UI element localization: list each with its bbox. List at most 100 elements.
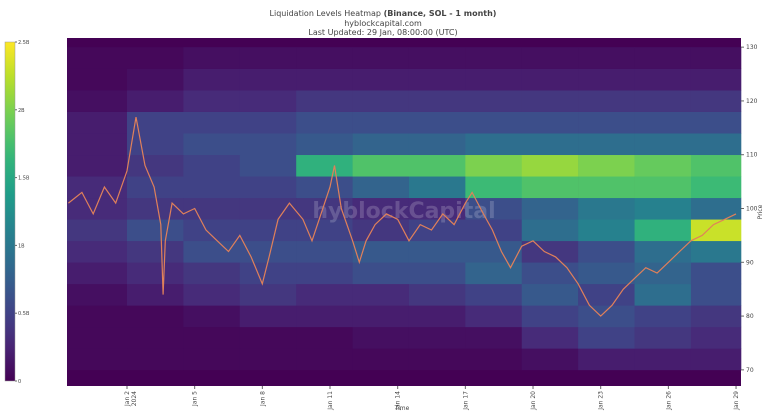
heatmap-cell [296, 133, 353, 156]
heatmap-cell [183, 133, 241, 156]
heatmap-cell [296, 348, 353, 371]
heatmap-cell [67, 283, 128, 306]
x-tick-label: Jan 23 [598, 391, 605, 411]
heatmap-cell [296, 326, 353, 349]
heatmap-cell [239, 240, 297, 263]
heatmap-cell [465, 154, 523, 177]
heatmap-cell [634, 133, 692, 156]
y-tick-label: 110 [746, 152, 758, 159]
heatmap-cell [352, 111, 410, 134]
heatmap-cell [239, 197, 297, 220]
heatmap-cell [239, 111, 297, 134]
heatmap-cell [634, 111, 692, 134]
x-tick-label: Jan 2 [124, 391, 131, 407]
colorbar-tick-label: 0 [18, 379, 21, 385]
heatmap-cell [67, 90, 128, 112]
heatmap-cell [690, 68, 742, 91]
heatmap-cell [67, 326, 128, 349]
heatmap-cell [408, 197, 466, 220]
y-tick-label: 70 [746, 367, 754, 374]
heatmap-cell [690, 219, 742, 242]
heatmap-cell [127, 326, 184, 349]
x-tick-label: Jan 17 [462, 391, 469, 411]
heatmap-cell [183, 197, 241, 220]
heatmap-cell [352, 90, 410, 112]
heatmap-cell [239, 219, 297, 242]
heatmap-cell [521, 176, 579, 199]
heatmap-cell [183, 326, 241, 349]
heatmap-cell [352, 283, 410, 306]
heatmap-cell [183, 283, 241, 306]
heatmap-cell [578, 348, 635, 371]
heatmap-cell [578, 197, 635, 220]
heatmap-cell [465, 133, 523, 156]
heatmap-cell [352, 262, 410, 285]
heatmap-cell [634, 90, 692, 112]
y-axis-label: Price [757, 204, 764, 219]
heatmap-cell [67, 154, 128, 177]
heatmap-cell [408, 154, 466, 177]
y-tick-label: 80 [746, 313, 754, 320]
heatmap-cell [183, 348, 241, 371]
heatmap-cell [352, 68, 410, 91]
heatmap-cell [239, 133, 297, 156]
heatmap-cell [465, 111, 523, 134]
colorbar-tick-label: 1.5B [18, 176, 30, 182]
heatmap-cell [465, 68, 523, 91]
heatmap-cell [183, 219, 241, 242]
heatmap-cell [690, 262, 742, 285]
heatmap-cell [67, 262, 128, 285]
heatmap-cell [127, 90, 184, 112]
heatmap-cell [239, 326, 297, 349]
heatmap-cell [465, 90, 523, 112]
heatmap-cell [296, 197, 353, 220]
heatmap-cell [578, 240, 635, 263]
heatmap-cell [408, 240, 466, 263]
x-axis-label: Time [394, 405, 410, 412]
heatmap-cell [690, 111, 742, 134]
heatmap-cell [239, 283, 297, 306]
x-tick-label: Jan 26 [665, 391, 672, 411]
heatmap-cell [634, 262, 692, 285]
heatmap-cell [690, 176, 742, 199]
heatmap-cell [127, 111, 184, 134]
title-text: Liquidation Levels Heatmap [270, 9, 384, 18]
heatmap-cell [296, 47, 353, 69]
heatmap-cell [521, 154, 579, 177]
heatmap-cell [521, 219, 579, 242]
heatmap-cell [352, 305, 410, 328]
heatmap-cell [127, 176, 184, 199]
heatmap-cell [578, 326, 635, 349]
heatmap-cell [408, 47, 466, 69]
colorbar-tick-label: 2B [18, 108, 25, 114]
heatmap-cell [296, 90, 353, 112]
heatmap-cell [296, 283, 353, 306]
heatmap-cell [183, 262, 241, 285]
heatmap-cell [690, 305, 742, 328]
heatmap-cell [408, 90, 466, 112]
updated: Last Updated: 29 Jan, 08:00:00 (UTC) [308, 28, 457, 37]
heatmap-cell [521, 133, 579, 156]
heatmap-cell [465, 47, 523, 69]
heatmap-cell [352, 219, 410, 242]
heatmap-cell [408, 111, 466, 134]
heatmap-cell [521, 326, 579, 349]
heatmap-cell [296, 68, 353, 91]
heatmap-cell [690, 283, 742, 306]
heatmap-cell [127, 262, 184, 285]
heatmap-cell [408, 348, 466, 371]
heatmap-cell [183, 68, 241, 91]
heatmap-cell [352, 133, 410, 156]
heatmap-cell [465, 283, 523, 306]
heatmap-cell [465, 305, 523, 328]
heatmap-cell [67, 348, 128, 371]
heatmap-cell [521, 47, 579, 69]
heatmap-cell [352, 176, 410, 199]
heatmap-cell [578, 133, 635, 156]
heatmap-cell [521, 348, 579, 371]
heatmap-cell [183, 47, 241, 69]
heatmap-cell [521, 68, 579, 91]
heatmap-cell [634, 348, 692, 371]
heatmap-cell [521, 305, 579, 328]
